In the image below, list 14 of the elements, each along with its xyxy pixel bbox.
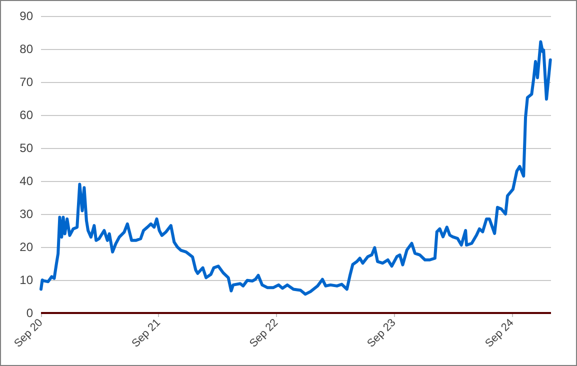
x-tick-label: Sep 21 — [130, 316, 163, 350]
y-tick-label: 30 — [20, 207, 34, 221]
y-tick-label: 60 — [20, 108, 34, 122]
x-tick-label: Sep 22 — [247, 316, 281, 350]
x-tick-label: Sep 24 — [483, 316, 516, 350]
x-tick-label: Sep 23 — [365, 316, 398, 350]
y-tick-label: 90 — [20, 9, 34, 23]
y-tick-label: 20 — [20, 240, 34, 254]
y-tick-label: 40 — [20, 174, 34, 188]
y-tick-label: 70 — [20, 75, 34, 89]
y-tick-label: 10 — [20, 273, 34, 287]
y-tick-label: 50 — [20, 141, 34, 155]
y-tick-label: 80 — [20, 42, 34, 56]
line-series — [40, 40, 552, 296]
